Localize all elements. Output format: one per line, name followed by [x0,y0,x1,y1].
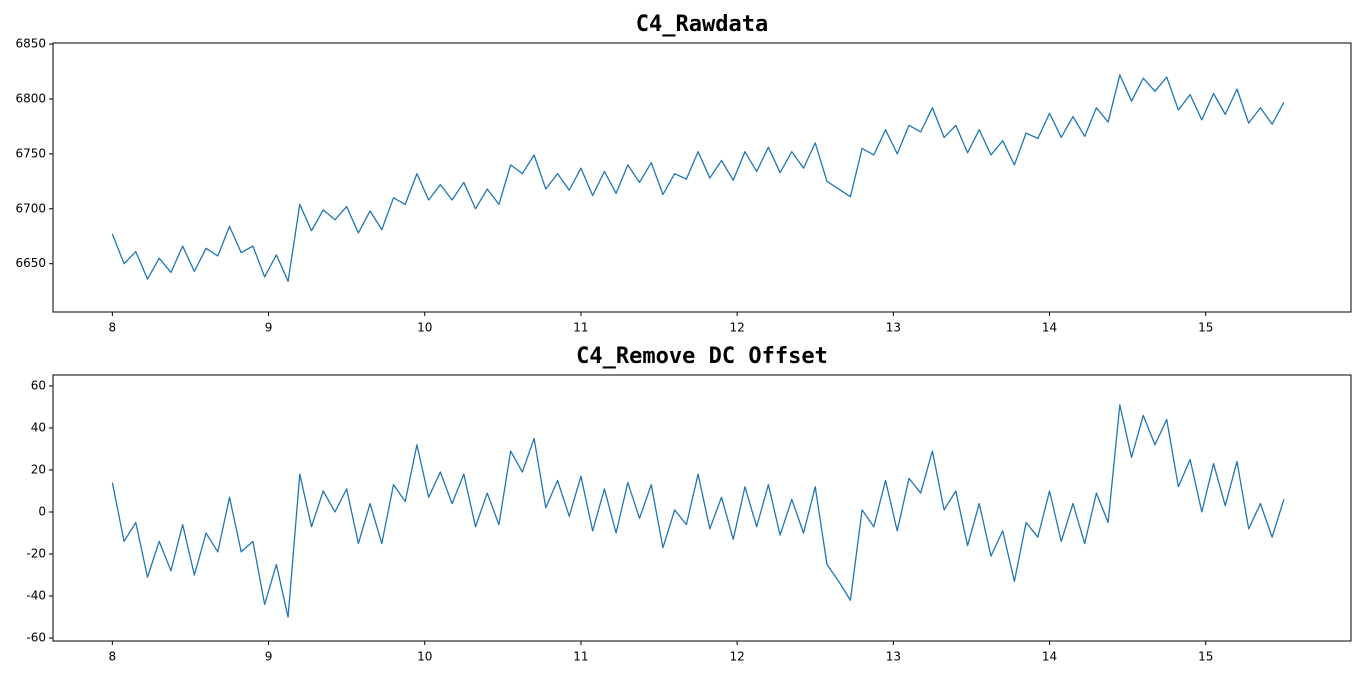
y-tick-label: -60 [26,631,46,645]
y-tick-label: 6750 [15,146,46,160]
chart-title: C4_Rawdata [636,12,768,37]
chart-title: C4_Remove DC Offset [576,344,828,369]
x-tick-label: 9 [265,321,273,335]
y-tick-label: -20 [26,547,46,561]
x-tick-label: 11 [573,650,588,664]
x-tick-label: 13 [886,650,901,664]
plot-frame [52,42,1352,313]
y-tick-label: 20 [31,462,46,476]
y-tick-label: 60 [31,378,46,392]
data-line [111,404,1285,618]
x-tick-label: 12 [730,650,745,664]
x-tick-label: 8 [109,650,117,664]
x-tick-label: 14 [1042,321,1057,335]
x-tick-label: 11 [573,321,588,335]
y-tick-label: 6850 [15,37,46,51]
x-tick-label: 14 [1042,650,1057,664]
y-tick-label: 6700 [15,201,46,215]
y-tick-label: 40 [31,420,46,434]
x-tick-label: 9 [265,650,273,664]
plot-frame [52,374,1352,642]
y-tick-label: 6800 [15,91,46,105]
y-tick-label: 0 [38,504,46,518]
x-tick-label: 10 [417,321,432,335]
x-tick-label: 15 [1198,321,1213,335]
x-tick-label: 10 [417,650,432,664]
y-tick-label: -40 [26,589,46,603]
x-tick-label: 8 [109,321,117,335]
x-tick-label: 13 [886,321,901,335]
y-tick-label: 6650 [15,256,46,270]
data-line [111,74,1285,282]
x-tick-label: 15 [1198,650,1213,664]
x-tick-label: 12 [730,321,745,335]
